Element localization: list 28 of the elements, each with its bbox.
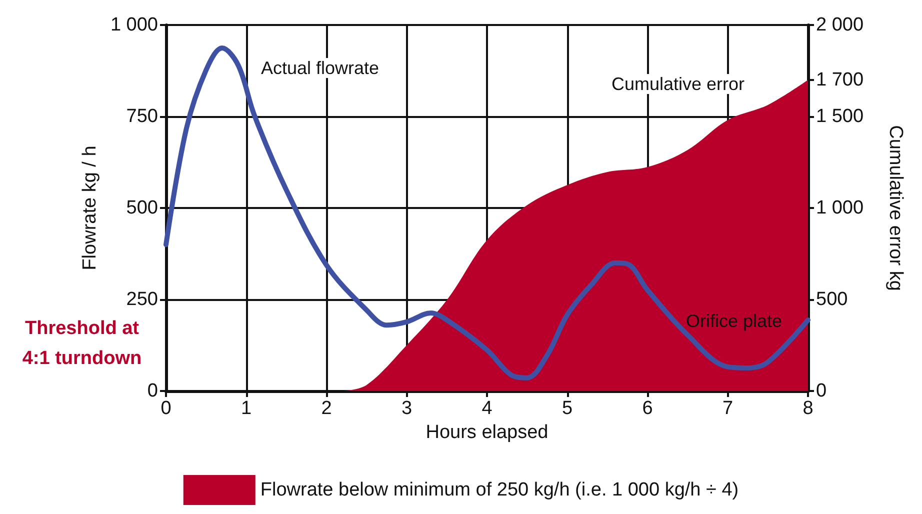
x-tick-label: 4 (482, 398, 493, 419)
y2-tick-label: 1 700 (816, 69, 864, 90)
y2-axis-title: Cumulative error kg (885, 125, 906, 291)
y-tick-label: 250 (126, 289, 158, 310)
legend-label: Flowrate below minimum of 250 kg/h (i.e. 1 000 kg/h ÷ 4) (260, 480, 739, 500)
annotation: Orifice plate (686, 311, 782, 331)
x-axis-title: Hours elapsed (426, 422, 548, 443)
x-tick-label: 0 (160, 398, 172, 419)
y2-tick-label: 0 (816, 380, 827, 402)
y2-tick-label: 2 000 (816, 14, 864, 36)
y-axis-title: Flowrate kg / h (80, 146, 101, 270)
annotation: Cumulative error (611, 74, 745, 94)
annotation: Actual flowrate (260, 58, 380, 78)
y2-tick-label: 1 000 (816, 198, 864, 218)
x-tick-label: 3 (401, 398, 412, 419)
y-tick-label: 1 000 (110, 14, 158, 36)
y2-tick-label: 500 (816, 289, 848, 310)
y-tick-label: 0 (147, 380, 158, 402)
x-tick-label: 7 (722, 398, 734, 419)
x-tick-label: 6 (642, 398, 653, 419)
text: Threshold at 4:1 turndown (22, 318, 142, 369)
x-tick-label: 8 (802, 398, 814, 419)
y2-tick-label: 1 500 (816, 106, 864, 127)
x-tick-label: 1 (240, 398, 252, 419)
x-tick-label: 5 (562, 398, 573, 419)
y-tick-label: 750 (126, 106, 158, 127)
x-tick-label: 2 (321, 398, 332, 419)
y-tick-label: 500 (126, 198, 158, 218)
